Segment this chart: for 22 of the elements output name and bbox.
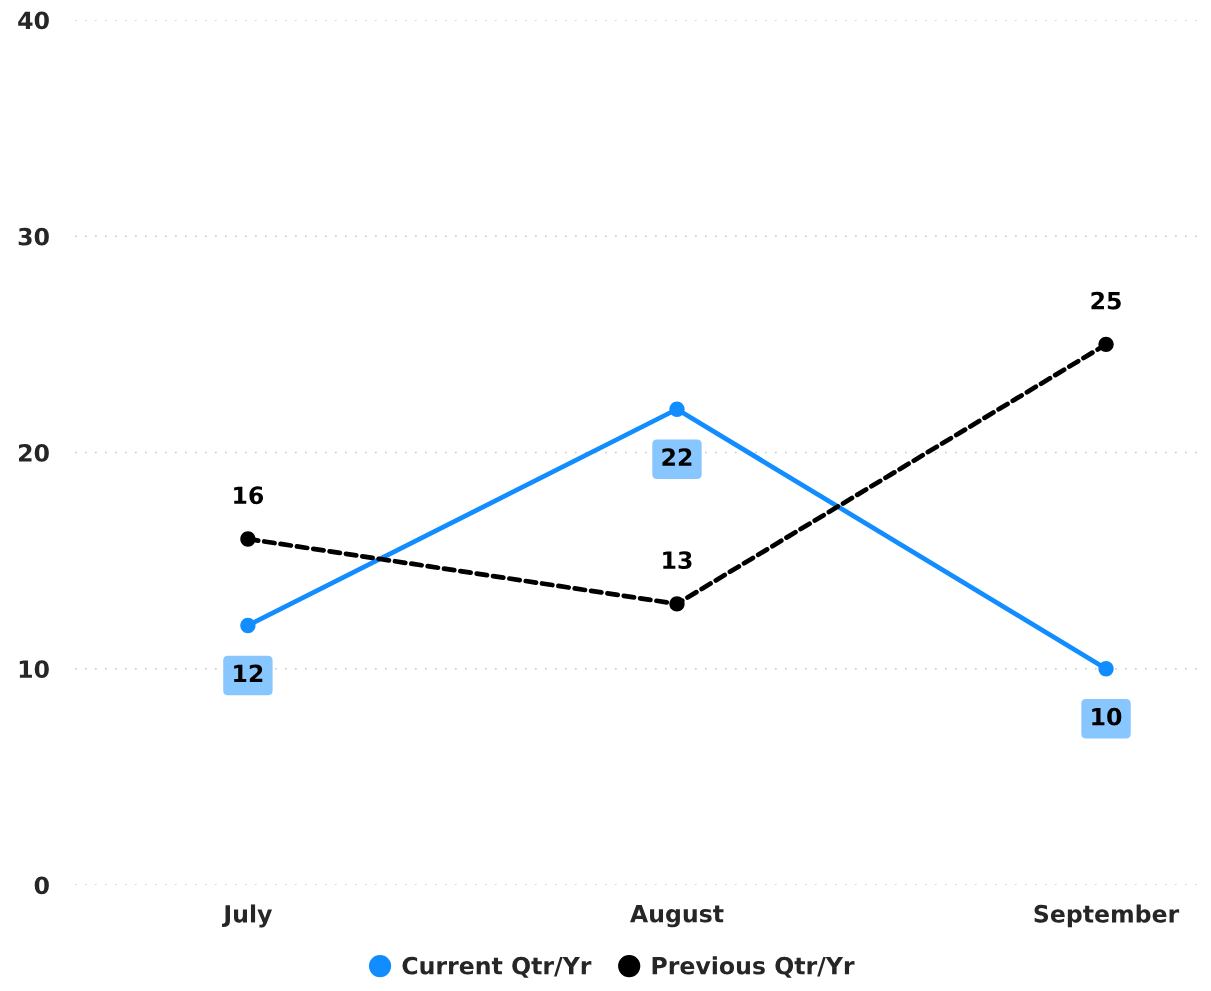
point: [1098, 336, 1114, 353]
y-tick-label: 0: [34, 876, 49, 895]
point: [669, 596, 685, 612]
data-label: 12: [234, 664, 263, 683]
y-tick-label: 20: [19, 443, 49, 462]
point: [669, 401, 685, 417]
x-tick-label: July: [222, 904, 273, 928]
data-label: 13: [663, 551, 692, 570]
x-tick-label: August: [630, 904, 724, 928]
data-label: 25: [1091, 291, 1121, 310]
point: [1098, 661, 1114, 677]
x-tick-label: September: [1034, 904, 1180, 928]
y-tick-label: 30: [18, 227, 49, 246]
legend-label: Previous Qtr/Yr: [652, 956, 855, 978]
data-label: 22: [662, 448, 692, 466]
point: [240, 531, 256, 547]
data-label: 10: [1092, 707, 1122, 726]
y-tick-label: 10: [19, 660, 49, 679]
point: [240, 617, 256, 634]
legend-label: Current Qtr/Yr: [402, 956, 592, 978]
data-label: 16: [234, 486, 264, 505]
y-tick-label: 40: [18, 11, 49, 30]
